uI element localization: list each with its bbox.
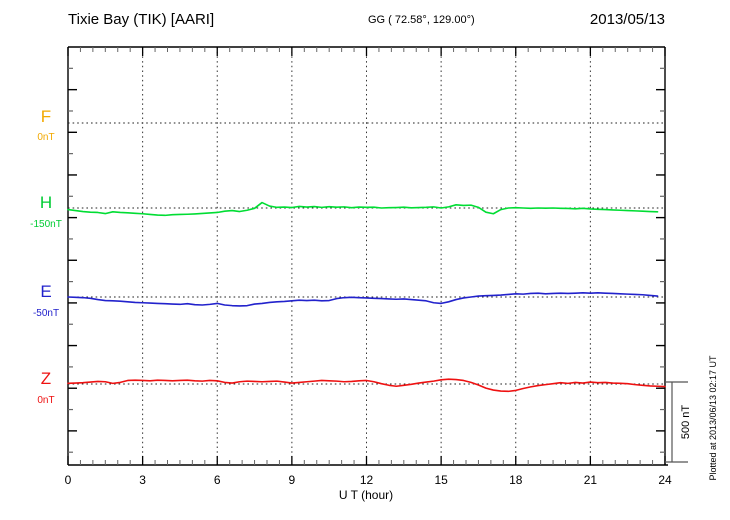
component-letter-F: F xyxy=(41,107,51,126)
x-tick-label: 9 xyxy=(289,473,296,487)
component-letter-Z: Z xyxy=(41,369,51,388)
x-tick-label: 18 xyxy=(509,473,523,487)
component-label-F: F 0nT xyxy=(37,107,54,143)
scale-bar-label: 500 nT xyxy=(680,405,692,440)
x-tick-label: 12 xyxy=(360,473,374,487)
trace-Z xyxy=(67,378,666,393)
component-label-Z: Z 0nT xyxy=(37,369,54,406)
x-axis-tick-labels: 0 3 6 9 12 15 18 21 24 xyxy=(65,473,672,487)
x-tick-label: 15 xyxy=(434,473,448,487)
x-axis-ticks xyxy=(67,47,666,465)
component-label-H: H -150nT xyxy=(30,193,62,230)
component-value-Z: 0nT xyxy=(37,395,54,406)
component-label-E: E -50nT xyxy=(33,282,59,319)
x-tick-label: 24 xyxy=(658,473,672,487)
station-title: Tixie Bay (TIK) [AARI] xyxy=(68,11,214,28)
y-axis-ticks xyxy=(68,67,665,453)
trace-H xyxy=(67,201,659,217)
x-tick-label: 21 xyxy=(584,473,598,487)
x-tick-label: 6 xyxy=(214,473,221,487)
component-value-F: 0nT xyxy=(37,132,54,143)
trace-E xyxy=(67,292,659,307)
component-value-E: -50nT xyxy=(33,308,59,319)
component-letter-E: E xyxy=(40,282,51,301)
x-tick-label: 0 xyxy=(65,473,72,487)
x-tick-label: 3 xyxy=(139,473,146,487)
x-axis-title: U T (hour) xyxy=(339,488,393,502)
scale-bar: 500 nT xyxy=(665,381,692,463)
gridlines xyxy=(142,47,591,465)
geographic-coordinates: GG ( 72.58°, 129.00°) xyxy=(368,14,475,26)
component-letter-H: H xyxy=(40,193,52,212)
plotted-at-stamp: Plotted at 2013/06/13 02:17 UT xyxy=(708,355,718,481)
component-traces xyxy=(67,201,666,393)
component-value-H: -150nT xyxy=(30,219,62,230)
observation-date: 2013/05/13 xyxy=(590,11,665,28)
